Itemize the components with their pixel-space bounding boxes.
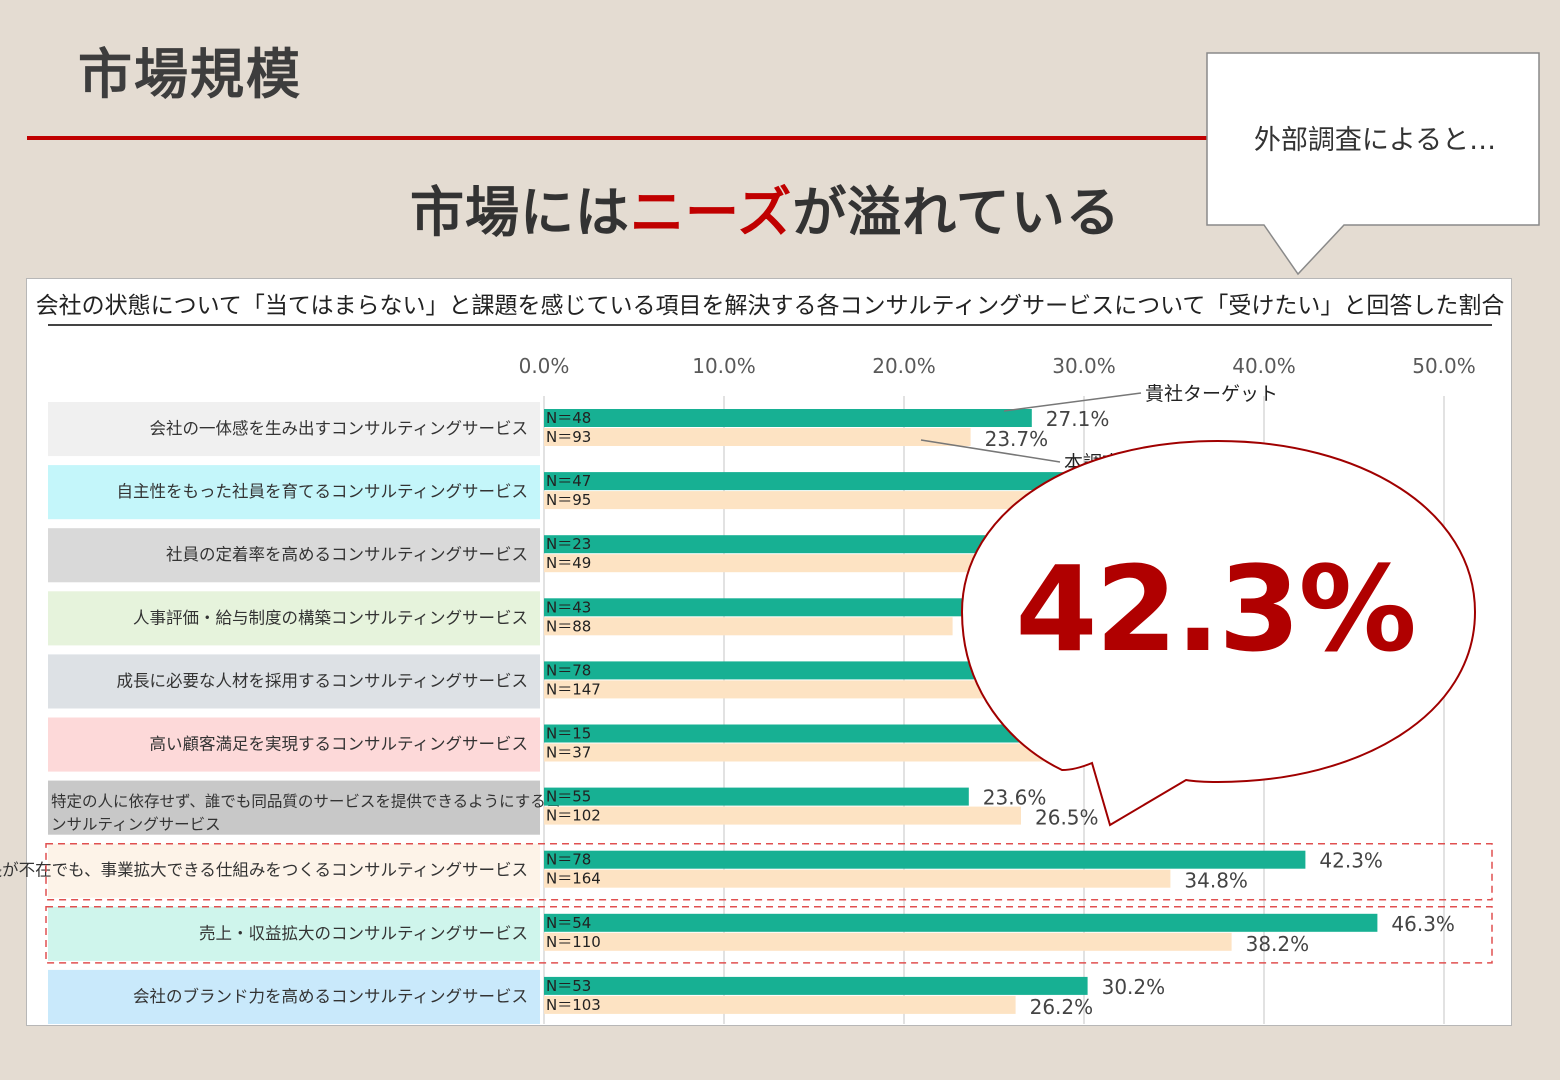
n-label: N＝103 [546, 996, 601, 1014]
highlight-box [45, 906, 1493, 964]
x-tick-label: 0.0% [519, 354, 570, 378]
n-label: N＝49 [546, 554, 591, 572]
category-label: ンサルティングサービス [51, 816, 221, 834]
category-label: 会社のブランド力を高めるコンサルティングサービス [133, 986, 528, 1006]
bar-target [544, 724, 1084, 743]
n-label: N＝78 [546, 851, 591, 869]
n-label: N＝53 [546, 977, 591, 995]
bubble-value: 42.3% [1015, 540, 1416, 678]
title-divider [27, 136, 1217, 140]
legend-leader-target [1003, 392, 1142, 412]
bar-survey [544, 743, 1084, 762]
page-title: 市場規模 [78, 43, 302, 106]
n-label: N＝47 [546, 472, 591, 490]
category-label-bg [48, 465, 540, 520]
bar-target [544, 409, 1032, 427]
bar-target [544, 976, 1088, 995]
category-label-bg [48, 969, 540, 1024]
bar-target [544, 787, 969, 806]
category-label: 売上・収益拡大のコンサルティングサービス [199, 924, 528, 943]
data-label: 46.3% [1391, 912, 1455, 936]
n-label: N＝102 [546, 807, 601, 825]
category-label-bg [48, 654, 540, 709]
x-tick-label: 50.0% [1412, 354, 1476, 378]
bar-survey [544, 932, 1232, 951]
n-label: N＝147 [546, 680, 601, 698]
callout-box [1206, 52, 1540, 276]
highlight-box [45, 842, 1493, 901]
bar-target [544, 913, 1378, 932]
bar-survey [544, 617, 953, 636]
bar-survey [544, 869, 1171, 888]
data-label: 42.3% [1319, 849, 1383, 873]
category-label: 社長が不在でも、事業拡大できる仕組みをつくるコンサルティングサービス [0, 861, 528, 880]
n-label: N＝93 [546, 428, 591, 446]
data-label: 23.7% [985, 427, 1049, 451]
n-label: N＝54 [546, 914, 591, 932]
headline-post: が溢れている [792, 181, 1121, 244]
x-tick-label: 40.0% [1232, 354, 1296, 378]
x-tick-label: 20.0% [872, 354, 936, 378]
category-label-bg [48, 528, 540, 583]
x-tick-label: 10.0% [692, 354, 756, 378]
n-label: N＝55 [546, 788, 591, 806]
n-label: N＝78 [546, 661, 591, 679]
n-label: N＝48 [546, 409, 591, 427]
headline-pre: 市場には [410, 181, 630, 244]
bar-survey [544, 491, 1048, 510]
category-label: 成長に必要な人材を採用するコンサルティングサービス [116, 671, 528, 690]
data-label: 34.8% [1184, 869, 1248, 893]
bar-survey [544, 554, 994, 573]
bar-target [544, 661, 1084, 680]
category-label-bg [48, 906, 540, 961]
category-label-bg [48, 843, 540, 898]
bar-survey [544, 428, 971, 446]
bar-survey [544, 995, 1016, 1014]
legend-label-target: 貴社ターゲット [1145, 383, 1278, 405]
data-label: 27.1% [1046, 407, 1110, 431]
bar-survey [544, 806, 1021, 825]
chart-title: 会社の状態について「当てはまらない」と課題を感じている項目を解決する各コンサルテ… [35, 293, 1505, 319]
bar-target [544, 535, 1066, 554]
bar-survey [544, 680, 1012, 699]
category-label: 社員の定着率を高めるコンサルティングサービス [166, 545, 528, 564]
data-label: 26.2% [1030, 995, 1094, 1019]
category-label-bg [48, 591, 540, 646]
category-label: 特定の人に依存せず、誰でも同品質のサービスを提供できるようにするコ [51, 793, 561, 811]
n-label: N＝95 [546, 491, 591, 509]
data-label: 26.5% [1035, 806, 1099, 830]
n-label: N＝37 [546, 744, 591, 762]
category-label: 会社の一体感を生み出すコンサルティングサービス [149, 419, 528, 438]
category-label-bg [48, 402, 540, 457]
category-label-bg [48, 780, 540, 835]
category-label: 自主性をもった社員を育てるコンサルティングサービス [116, 482, 528, 501]
n-label: N＝43 [546, 598, 591, 616]
headline: 市場にはニーズが溢れている [410, 168, 1121, 247]
legend-label-survey: 本調査 [1064, 452, 1121, 474]
n-label: N＝15 [546, 725, 591, 743]
bar-target [544, 850, 1306, 869]
data-label: 30.2% [1102, 975, 1166, 999]
callout-text: 外部調査によると… [1253, 125, 1497, 156]
bar-target [544, 472, 1111, 491]
headline-accent: ニーズ [630, 181, 793, 244]
x-tick-label: 30.0% [1052, 354, 1116, 378]
n-label: N＝164 [546, 870, 601, 888]
bar-target [544, 598, 1030, 617]
n-label: N＝23 [546, 535, 591, 553]
n-label: N＝110 [546, 933, 601, 951]
n-label: N＝88 [546, 617, 591, 635]
category-label: 人事評価・給与制度の構築コンサルティングサービス [133, 608, 528, 627]
category-label: 高い顧客満足を実現するコンサルティングサービス [149, 735, 528, 754]
data-label: 38.2% [1246, 932, 1310, 956]
chart-title-underline [48, 324, 1492, 326]
category-label-bg [48, 717, 540, 772]
